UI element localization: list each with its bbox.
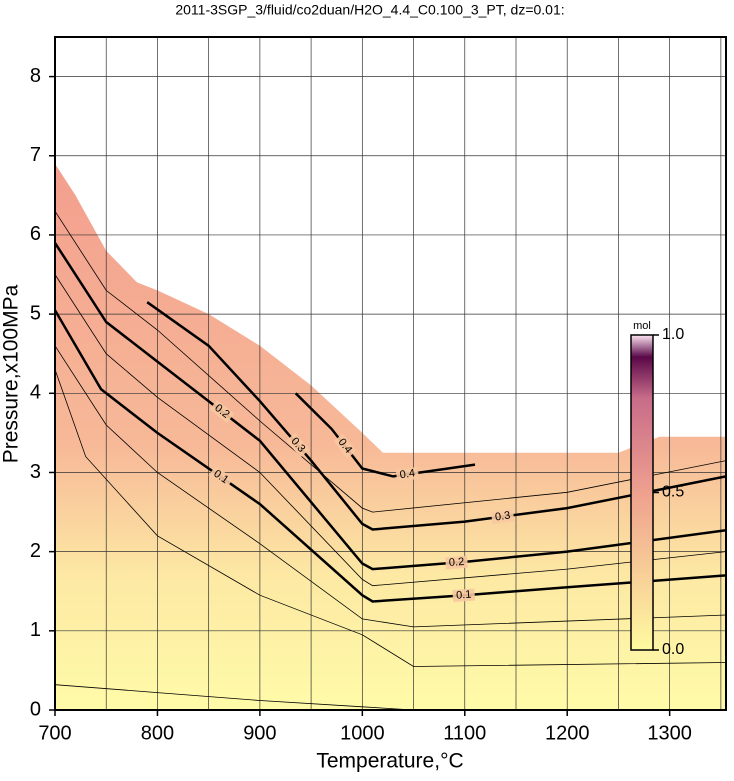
y-tick-label: 6 — [30, 223, 41, 245]
colorbar-label: mol — [633, 320, 651, 332]
contour-label-bg — [452, 588, 476, 603]
contour-label-bg — [208, 465, 234, 489]
minor-contour — [55, 684, 414, 710]
contour-label-bg — [395, 466, 420, 482]
contour-label: 0.1 — [456, 589, 472, 602]
y-tick-label: 3 — [30, 461, 41, 483]
contour-label: 0.3 — [494, 510, 511, 524]
chart-title: 2011-3SGP_3/fluid/co2duan/H2O_4.4_C0.100… — [175, 2, 564, 18]
x-tick-label: 700 — [38, 722, 71, 744]
y-tick-label: 1 — [30, 619, 41, 641]
contour-label-group: 0.4 — [395, 466, 420, 482]
x-tick-label: 800 — [141, 722, 174, 744]
y-tick-label: 0 — [30, 698, 41, 720]
contour-label-bg — [490, 509, 515, 524]
x-tick-label: 1200 — [545, 722, 590, 744]
contour-label-bg — [209, 400, 235, 423]
contour-line — [55, 242, 726, 571]
contour-label-bg — [445, 555, 469, 570]
y-tick-label: 5 — [30, 302, 41, 324]
contour-label: 0.2 — [448, 556, 464, 569]
contour-line — [55, 309, 726, 603]
x-tick-label: 900 — [243, 722, 276, 744]
minor-contour — [55, 210, 726, 513]
contour-label-bg — [333, 433, 357, 459]
y-axis-label: Pressure,x100MPa — [0, 284, 23, 463]
plot-frame — [54, 36, 727, 711]
overlay: 700 800 900 1000 1100 1200 1300 0 1 2 3 4 5 6 7 8 mol 0.0… — [30, 36, 727, 744]
contour-line — [294, 392, 476, 478]
y-tick-label: 8 — [30, 65, 41, 87]
x-tick-label: 1300 — [647, 722, 692, 744]
colorbar — [630, 334, 654, 651]
x-tick-label: 1100 — [443, 722, 486, 744]
y-tick-label: 4 — [30, 382, 41, 404]
colorbar-tick-label: 0.0 — [662, 641, 684, 658]
y-tick-label: 7 — [30, 144, 41, 166]
plot-area: 0.10.10.20.20.30.30.40.4 — [55, 37, 726, 710]
colorbar-tick-label: 0.5 — [662, 484, 684, 501]
contour-label-group: 0.2 — [445, 555, 469, 570]
colorbar-tick-label: 1.0 — [662, 326, 684, 343]
contour-label-group: 0.1 — [452, 588, 476, 603]
contour-line — [146, 301, 726, 531]
contour-label-group: 0.3 — [490, 509, 515, 524]
minor-contour — [55, 369, 726, 667]
x-tick-label: 1000 — [340, 722, 385, 744]
x-axis-label: Temperature,°C — [316, 750, 463, 773]
minor-contour — [55, 274, 726, 587]
y-tick-label: 2 — [30, 540, 41, 562]
contour-label: 0.4 — [399, 467, 416, 481]
stability-field — [55, 163, 726, 710]
contour-label-bg — [286, 432, 310, 458]
minor-contour — [55, 345, 726, 628]
